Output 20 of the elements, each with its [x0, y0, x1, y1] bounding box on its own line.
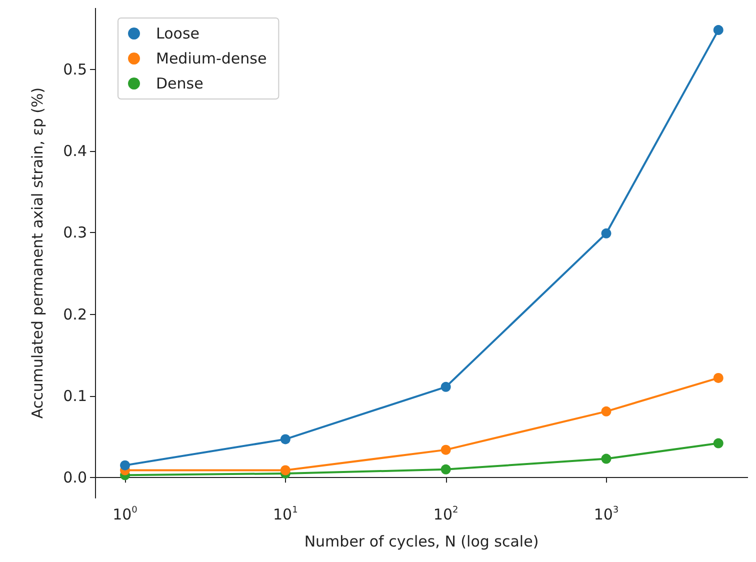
- point: [440, 382, 451, 392]
- y-axis-title: Accumulated permanent axial strain, εp (%): [28, 87, 46, 419]
- point: [440, 444, 451, 455]
- point: [280, 465, 290, 476]
- point: [601, 406, 612, 416]
- y-tick-label: 0.2: [63, 305, 87, 324]
- y-tick-label: 0.4: [63, 142, 87, 160]
- point: [601, 454, 612, 464]
- legend-label: Dense: [156, 74, 204, 92]
- x-axis-title: Number of cycles, N (log scale): [304, 532, 539, 550]
- point: [440, 464, 451, 474]
- point: [280, 434, 290, 444]
- y-tick-label: 0.3: [63, 224, 87, 242]
- point: [120, 460, 130, 470]
- legend-label: Medium-dense: [156, 50, 267, 68]
- y-tick-label: 0.0: [63, 468, 87, 487]
- y-tick-label: 0.5: [63, 60, 87, 78]
- y-tick-label: 0.1: [63, 386, 87, 405]
- point: [601, 228, 612, 238]
- legend-label: Loose: [156, 24, 200, 42]
